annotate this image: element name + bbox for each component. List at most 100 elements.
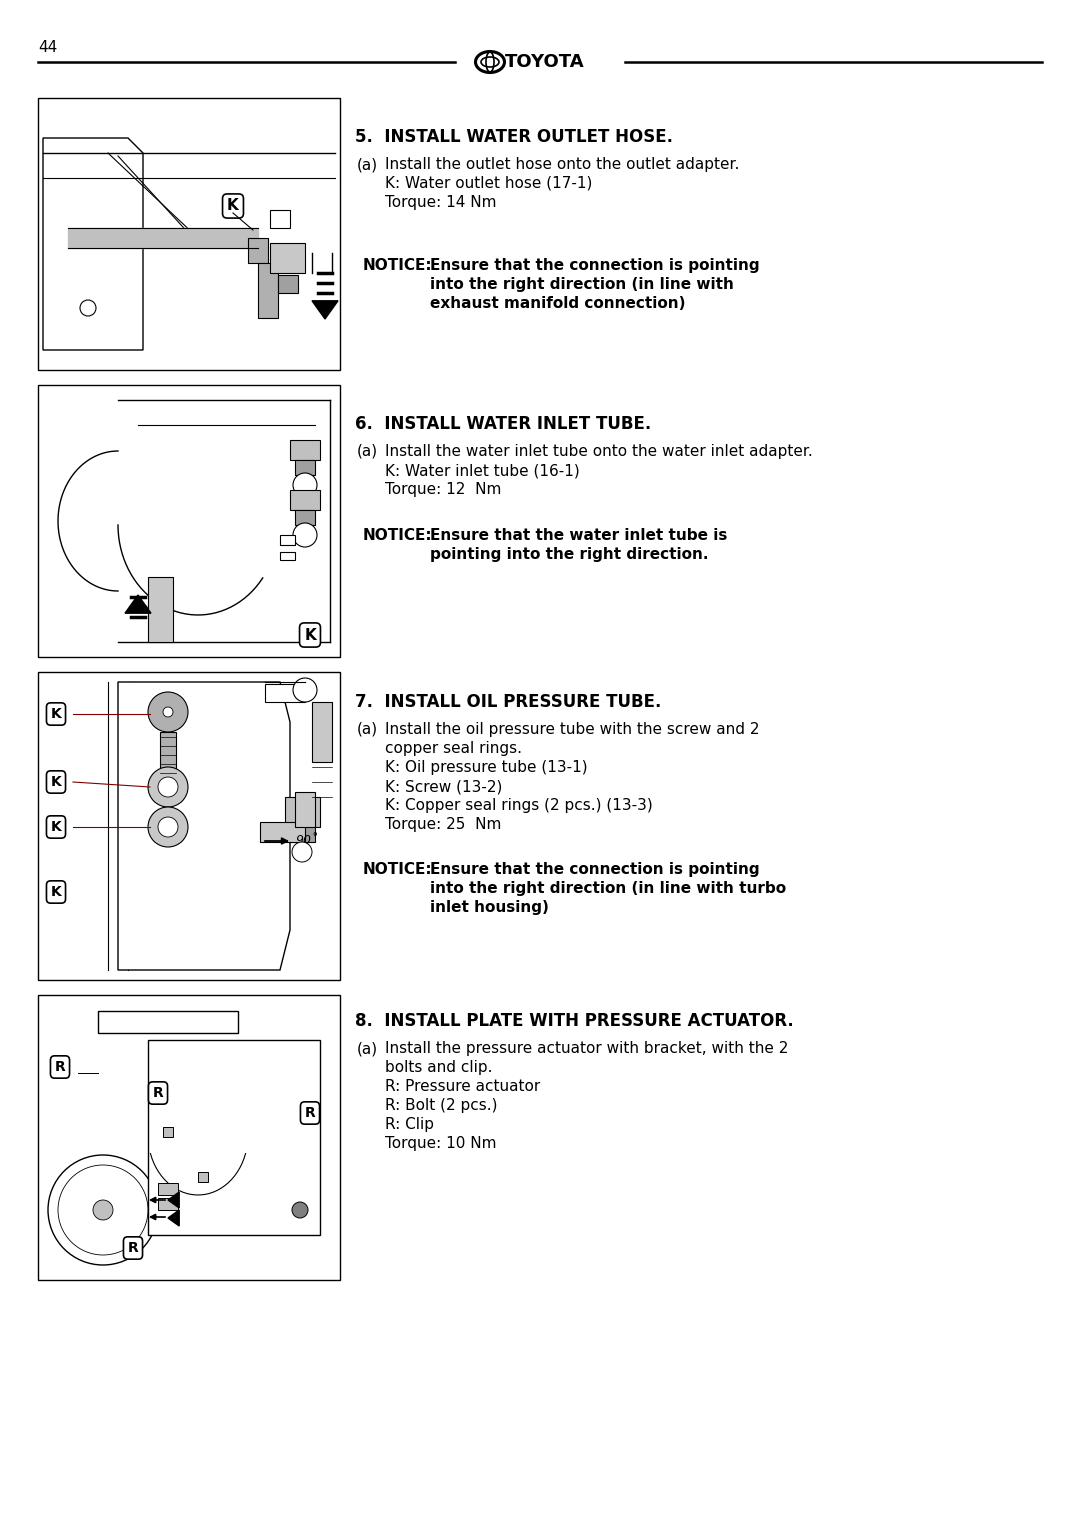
Circle shape — [148, 692, 188, 732]
Text: K: K — [51, 885, 62, 898]
Bar — [295, 510, 315, 526]
Bar — [278, 275, 298, 293]
Polygon shape — [43, 138, 143, 350]
Circle shape — [148, 807, 188, 847]
Bar — [265, 685, 305, 701]
Text: K: K — [51, 821, 62, 834]
Bar — [148, 578, 173, 642]
Text: (a): (a) — [357, 157, 378, 173]
Text: 8.  INSTALL PLATE WITH PRESSURE ACTUATOR.: 8. INSTALL PLATE WITH PRESSURE ACTUATOR. — [355, 1012, 794, 1030]
Text: into the right direction (in line with turbo: into the right direction (in line with t… — [430, 882, 786, 895]
Circle shape — [163, 707, 173, 717]
Bar — [291, 490, 320, 510]
Text: Torque: 10 Nm: Torque: 10 Nm — [384, 1135, 497, 1151]
Text: Install the water inlet tube onto the water inlet adapter.: Install the water inlet tube onto the wa… — [384, 445, 813, 458]
Text: R: Clip: R: Clip — [384, 1117, 434, 1132]
Text: K: K — [51, 775, 62, 788]
Text: Install the outlet hose onto the outlet adapter.: Install the outlet hose onto the outlet … — [384, 157, 740, 173]
Text: 6.  INSTALL WATER INLET TUBE.: 6. INSTALL WATER INLET TUBE. — [355, 416, 651, 432]
Circle shape — [148, 767, 188, 807]
Text: pointing into the right direction.: pointing into the right direction. — [430, 547, 708, 562]
Text: (a): (a) — [357, 723, 378, 736]
Text: Torque: 14 Nm: Torque: 14 Nm — [384, 196, 497, 209]
Bar — [163, 1128, 173, 1137]
Text: R: R — [127, 1241, 138, 1254]
Text: K: Copper seal rings (2 pcs.) (13-3): K: Copper seal rings (2 pcs.) (13-3) — [384, 798, 652, 813]
Polygon shape — [168, 1210, 179, 1225]
Bar — [260, 822, 305, 842]
Circle shape — [48, 1155, 158, 1265]
Polygon shape — [118, 681, 291, 970]
Text: R: R — [305, 1106, 315, 1120]
Text: K: K — [305, 628, 315, 642]
Text: inlet housing): inlet housing) — [430, 900, 549, 915]
Text: 44: 44 — [38, 40, 57, 55]
Text: Ensure that the connection is pointing: Ensure that the connection is pointing — [430, 258, 759, 274]
Bar — [38, 995, 340, 1280]
Circle shape — [292, 1203, 308, 1218]
Text: exhaust manifold connection): exhaust manifold connection) — [430, 296, 686, 312]
Text: R: R — [55, 1060, 66, 1074]
Text: (a): (a) — [357, 445, 378, 458]
Bar — [285, 798, 320, 827]
Text: Install the pressure actuator with bracket, with the 2: Install the pressure actuator with brack… — [384, 1041, 788, 1056]
Text: Install the oil pressure tube with the screw and 2: Install the oil pressure tube with the s… — [384, 723, 759, 736]
Bar — [98, 1012, 238, 1033]
Text: R: Bolt (2 pcs.): R: Bolt (2 pcs.) — [384, 1099, 498, 1112]
Circle shape — [292, 842, 312, 862]
Polygon shape — [148, 1041, 320, 1235]
Polygon shape — [125, 594, 151, 613]
Polygon shape — [312, 301, 338, 319]
Bar — [43, 677, 335, 975]
Text: Ensure that the water inlet tube is: Ensure that the water inlet tube is — [430, 529, 727, 542]
Text: NOTICE:: NOTICE: — [363, 862, 433, 877]
Bar — [295, 460, 315, 475]
Text: 90˚: 90˚ — [295, 834, 318, 848]
Text: bolts and clip.: bolts and clip. — [384, 1060, 492, 1076]
Bar — [258, 263, 278, 318]
Text: K: Water inlet tube (16-1): K: Water inlet tube (16-1) — [384, 463, 580, 478]
Bar — [38, 385, 340, 657]
Bar — [291, 440, 320, 460]
Bar — [280, 552, 295, 559]
Circle shape — [158, 817, 178, 837]
Bar — [270, 243, 305, 274]
Text: Torque: 12  Nm: Torque: 12 Nm — [384, 481, 501, 497]
Bar — [291, 824, 315, 842]
Text: Ensure that the connection is pointing: Ensure that the connection is pointing — [430, 862, 759, 877]
Text: K: Screw (13-2): K: Screw (13-2) — [384, 779, 502, 795]
Circle shape — [158, 778, 178, 798]
Text: 5.  INSTALL WATER OUTLET HOSE.: 5. INSTALL WATER OUTLET HOSE. — [355, 128, 673, 147]
Bar — [280, 535, 295, 545]
Circle shape — [80, 299, 96, 316]
Circle shape — [58, 1164, 148, 1254]
Text: into the right direction (in line with: into the right direction (in line with — [430, 277, 734, 292]
Text: copper seal rings.: copper seal rings. — [384, 741, 522, 756]
Circle shape — [293, 678, 318, 701]
Bar — [158, 1183, 178, 1195]
Bar — [158, 1198, 178, 1210]
Circle shape — [93, 1199, 113, 1219]
Text: K: Water outlet hose (17-1): K: Water outlet hose (17-1) — [384, 176, 592, 191]
Bar — [160, 732, 176, 787]
Text: NOTICE:: NOTICE: — [363, 529, 433, 542]
Bar — [270, 209, 291, 228]
Bar — [38, 98, 340, 370]
Text: R: Pressure actuator: R: Pressure actuator — [384, 1079, 540, 1094]
Circle shape — [293, 474, 318, 497]
Text: K: Oil pressure tube (13-1): K: Oil pressure tube (13-1) — [384, 759, 588, 775]
Bar — [312, 701, 332, 762]
Polygon shape — [168, 1192, 179, 1209]
Text: 7.  INSTALL OIL PRESSURE TUBE.: 7. INSTALL OIL PRESSURE TUBE. — [355, 694, 661, 711]
Text: R: R — [152, 1086, 163, 1100]
Bar — [295, 792, 315, 827]
Text: Torque: 25  Nm: Torque: 25 Nm — [384, 817, 501, 833]
Text: TOYOTA: TOYOTA — [505, 53, 584, 70]
Circle shape — [293, 523, 318, 547]
Text: K: K — [227, 199, 239, 214]
Bar — [38, 672, 340, 979]
Bar — [248, 238, 268, 263]
Bar — [198, 1172, 208, 1183]
Text: NOTICE:: NOTICE: — [363, 258, 433, 274]
Text: K: K — [51, 707, 62, 721]
